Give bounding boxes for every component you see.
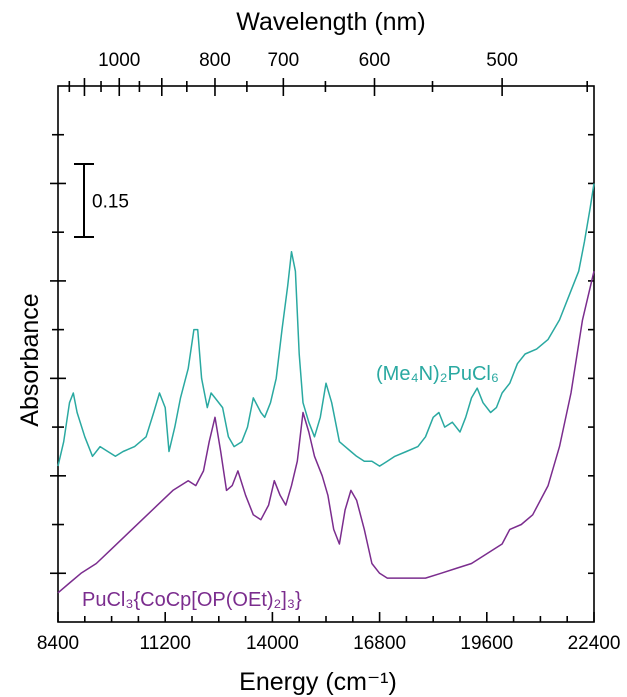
- chart-marks: 8400 11200 14000 16800 19600 22400 1000 800 700 6…: [37, 50, 621, 654]
- x-tick-label: 22400: [568, 633, 621, 654]
- series-label-me4npucl6: (Me₄N)₂PuCl₆: [376, 363, 499, 385]
- x-axis-title: Energy (cm⁻¹): [239, 668, 397, 696]
- x-tick-label: 14000: [246, 633, 299, 654]
- top-tick-label: 800: [199, 50, 231, 71]
- x-tick-label: 8400: [37, 633, 79, 654]
- top-tick-label: 600: [359, 50, 391, 71]
- series-line-1: [57, 271, 595, 594]
- y-axis-title: Absorbance: [16, 293, 44, 426]
- top-tick-label: 500: [486, 50, 518, 71]
- scale-bar-label: 0.15: [92, 192, 129, 213]
- scale-bar: 0.15: [74, 162, 129, 239]
- x-tick-label: 11200: [139, 633, 190, 654]
- series-label-pucl3-coco: PuCl₃{CoCp[OP(OEt)₂]₃}: [82, 589, 302, 611]
- series-line-0: [57, 183, 595, 467]
- plot-frame: [57, 85, 595, 623]
- top-tick-label: 1000: [98, 50, 140, 71]
- x-tick-label: 19600: [460, 633, 513, 654]
- x-tick-label: 16800: [353, 633, 406, 654]
- top-tick-label: 700: [267, 50, 299, 71]
- top-axis-title: Wavelength (nm): [236, 8, 425, 36]
